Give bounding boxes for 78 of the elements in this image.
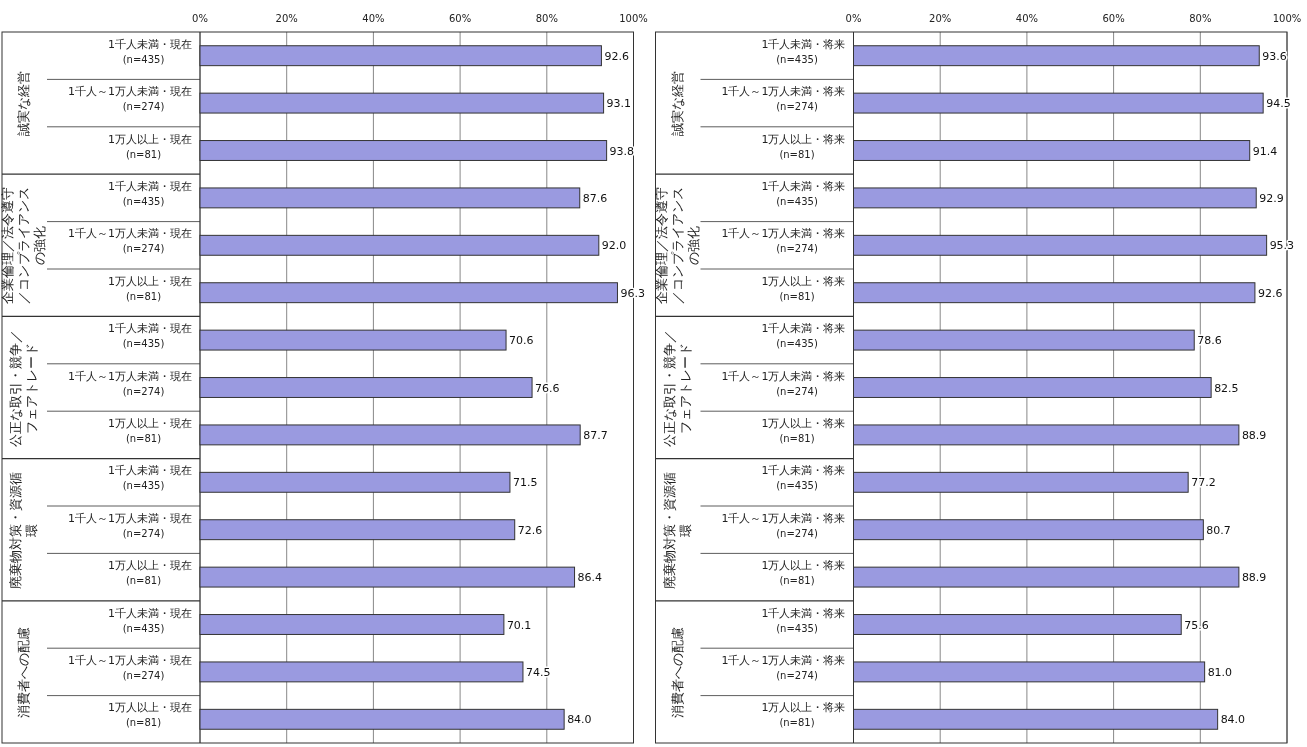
text: 誠実な経営	[669, 69, 686, 138]
y-tick-label: 1万人以上・将来 (n=81)	[761, 416, 846, 444]
data-label: 93.1	[606, 97, 632, 111]
x-tick-label: 40%	[1015, 13, 1039, 24]
x-tick-label: 100%	[619, 13, 648, 24]
y-tick-label: 1万人以上・現在 (n=81)	[108, 701, 192, 729]
data-label: 84.0	[1220, 713, 1246, 727]
text: 企業倫理／法令遵守／コンプライアンスの強化	[0, 185, 48, 306]
y-tick-label: 1万人以上・現在 (n=81)	[108, 132, 192, 160]
text: 公正な取引・競争／フェアトレード	[8, 328, 40, 449]
y-tick-label: 1千人未満・現在 (n=435)	[108, 179, 192, 207]
y-tick-label: 1千人未満・現在 (n=435)	[108, 464, 192, 492]
y-tick-label: 1千人～1万人未満・将来 (n=274)	[721, 653, 846, 681]
data-label: 80.7	[1206, 523, 1231, 537]
data-label: 87.6	[582, 191, 608, 205]
data-label: 78.6	[1197, 334, 1222, 348]
y-tick-label: 1千人～1万人未満・現在 (n=274)	[68, 369, 192, 397]
y-tick-label: 1千人～1万人未満・将来 (n=274)	[721, 511, 846, 539]
data-label: 92.0	[601, 239, 627, 253]
y-tick-label: 1万人以上・現在 (n=81)	[108, 559, 192, 587]
x-tick-label: 60%	[1102, 13, 1125, 24]
text: 公正な取引・競争／フェアトレード	[661, 328, 694, 449]
data-label: 92.6	[1257, 286, 1283, 300]
y-tick-label: 1千人～1万人未満・現在 (n=274)	[68, 85, 192, 113]
y-tick-label: 1千人～1万人未満・現在 (n=274)	[68, 511, 192, 539]
text: 廃棄物対策・資源循環	[661, 470, 694, 591]
y-tick-label: 1千人～1万人未満・将来 (n=274)	[721, 227, 846, 255]
y-tick-label: 1千人未満・将来 (n=435)	[761, 179, 846, 207]
y-tick-label: 1千人未満・将来 (n=435)	[761, 37, 846, 65]
x-tick-label: 60%	[448, 13, 472, 24]
y-tick-label: 1千人未満・将来 (n=435)	[761, 606, 846, 634]
y-tick-label: 1万人以上・将来 (n=81)	[761, 132, 846, 160]
data-label: 70.6	[509, 334, 534, 348]
data-label: 77.2	[1191, 476, 1216, 490]
y-tick-label: 1万人以上・現在 (n=81)	[108, 274, 192, 302]
y-tick-label: 1千人未満・将来 (n=435)	[761, 464, 846, 492]
data-label: 76.6	[535, 381, 560, 395]
x-tick-label: 80%	[1189, 13, 1212, 24]
data-label: 86.4	[577, 571, 603, 585]
x-tick-label: 100%	[1272, 13, 1302, 24]
y-tick-label: 1万人以上・将来 (n=81)	[761, 701, 846, 729]
x-tick-label: 40%	[362, 13, 385, 24]
y-tick-label: 1千人～1万人未満・将来 (n=274)	[721, 369, 846, 397]
x-tick-label: 20%	[275, 13, 298, 24]
data-label: 71.5	[512, 476, 538, 490]
data-label: 82.5	[1214, 381, 1239, 395]
y-tick-label: 1万人以上・現在 (n=81)	[108, 416, 192, 444]
y-tick-label: 1千人未満・現在 (n=435)	[108, 606, 192, 634]
data-label: 72.6	[517, 523, 543, 537]
data-label: 84.0	[567, 713, 592, 727]
text: 企業倫理／法令遵守／コンプライアンスの強化	[653, 185, 702, 306]
x-tick-label: 80%	[535, 13, 558, 24]
data-label: 93.6	[1262, 49, 1287, 63]
text: 消費者への配慮	[669, 625, 686, 720]
y-tick-label: 1万人以上・将来 (n=81)	[761, 274, 846, 302]
x-tick-label: 0%	[192, 13, 208, 24]
text: 廃棄物対策・資源循環	[8, 470, 40, 591]
y-tick-label: 1万人以上・将来 (n=81)	[761, 559, 846, 587]
y-tick-label: 1千人～1万人未満・現在 (n=274)	[68, 653, 192, 681]
data-label: 92.6	[604, 49, 629, 63]
y-tick-label: 1千人未満・将来 (n=435)	[761, 322, 846, 350]
text: 消費者への配慮	[16, 625, 32, 720]
x-tick-label: 0%	[845, 13, 862, 24]
x-tick-label: 20%	[929, 13, 952, 24]
data-label: 70.1	[506, 618, 532, 632]
data-label: 74.5	[525, 665, 551, 679]
data-label: 88.9	[1241, 428, 1267, 442]
data-label: 87.7	[583, 428, 608, 442]
data-label: 91.4	[1252, 144, 1278, 158]
y-tick-label: 1千人～1万人未満・現在 (n=274)	[68, 227, 192, 255]
y-tick-label: 1千人～1万人未満・将来 (n=274)	[721, 85, 846, 113]
text: 誠実な経営	[16, 69, 32, 138]
y-tick-label: 1千人未満・現在 (n=435)	[108, 37, 192, 65]
data-label: 75.6	[1184, 618, 1209, 632]
data-label: 92.9	[1259, 191, 1284, 205]
data-label: 81.0	[1207, 665, 1233, 679]
data-label: 88.9	[1241, 571, 1267, 585]
y-tick-label: 1千人未満・現在 (n=435)	[108, 322, 192, 350]
